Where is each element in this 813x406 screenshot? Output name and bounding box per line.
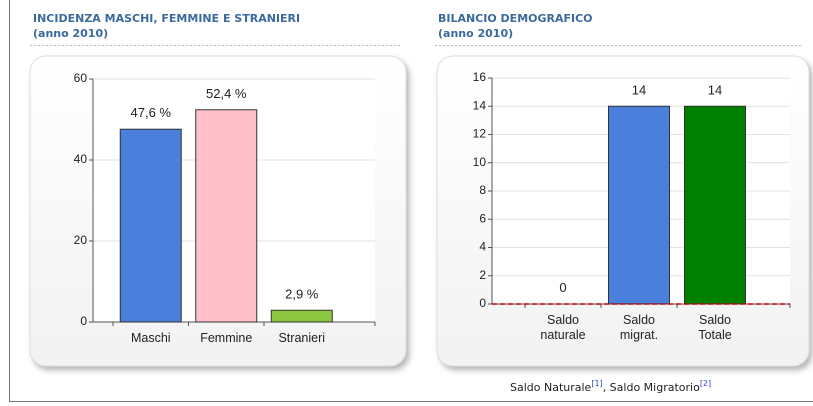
y-tick-label: 20	[74, 233, 88, 247]
bar	[119, 128, 182, 323]
y-tick-label: 16	[473, 70, 487, 84]
bar	[684, 105, 746, 305]
caption-text: , Saldo Migratorio	[603, 381, 700, 394]
y-tick-label: 14	[473, 98, 487, 112]
caption-text: Saldo Naturale	[510, 381, 592, 394]
y-tick-label: 8	[479, 183, 486, 197]
x-tick-label: Maschi	[131, 331, 171, 345]
bar	[608, 105, 670, 305]
x-tick-label: Femmine	[200, 331, 252, 345]
x-tick-label: Saldo naturale	[540, 313, 585, 342]
y-tick-label: 60	[74, 71, 88, 85]
value-label: 0	[559, 280, 566, 295]
value-label: 14	[708, 82, 722, 97]
value-label: 14	[632, 82, 646, 97]
y-tick-label: 6	[479, 211, 486, 225]
ref-link[interactable]: [2]	[700, 379, 711, 388]
ref-link[interactable]: [1]	[591, 379, 602, 388]
bar	[270, 309, 333, 323]
x-tick-label: Saldo Totale	[698, 313, 731, 342]
caption: Saldo Naturale[1], Saldo Migratorio[2]	[510, 379, 711, 394]
y-tick-label: 40	[74, 152, 88, 166]
chart-title: BILANCIO DEMOGRAFICO	[438, 12, 593, 25]
value-label: 47,6 %	[131, 105, 172, 120]
bar	[195, 109, 258, 323]
y-tick-label: 10	[473, 155, 487, 169]
value-label: 2,9 %	[285, 286, 319, 301]
chart-subtitle: (anno 2010)	[33, 27, 108, 40]
x-tick-label: Stranieri	[278, 331, 325, 345]
y-tick-label: 0	[479, 296, 486, 310]
y-tick-label: 0	[80, 314, 87, 328]
value-label: 52,4 %	[206, 86, 247, 101]
y-tick-label: 4	[479, 240, 486, 254]
chart-subtitle: (anno 2010)	[438, 27, 513, 40]
x-tick-label: Saldo migrat.	[620, 313, 658, 342]
y-tick-label: 2	[479, 268, 486, 282]
chart-title: INCIDENZA MASCHI, FEMMINE E STRANIERI	[33, 12, 300, 25]
y-tick-label: 12	[473, 127, 487, 141]
